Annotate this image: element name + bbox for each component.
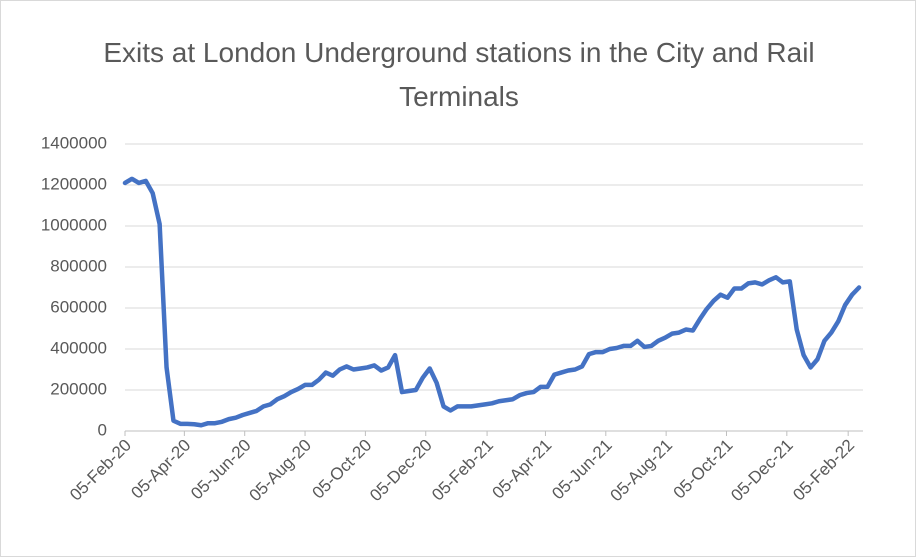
x-tick-label: 05-Feb-21 [428, 436, 497, 505]
x-tick-label: 05-Oct-21 [670, 436, 737, 503]
x-tick-label: 05-Aug-20 [245, 436, 315, 506]
x-tick-label: 05-Jun-21 [548, 436, 616, 504]
x-tick-label: 05-Dec-20 [366, 436, 436, 506]
x-tick-label: 05-Jun-20 [187, 436, 255, 504]
chart-title: Exits at London Underground stations in … [103, 37, 815, 112]
x-tick-label: 05-Aug-21 [607, 436, 677, 506]
series-line [122, 176, 862, 428]
y-tick-label: 1000000 [41, 215, 107, 234]
y-tick-label: 0 [98, 420, 107, 439]
x-tick-label: 05-Oct-20 [309, 436, 376, 503]
x-tick-label: 05-Dec-21 [727, 436, 797, 506]
x-tick-label: 05-Apr-21 [489, 436, 556, 503]
y-tick-label: 600000 [50, 297, 107, 316]
y-tick-label: 800000 [50, 256, 107, 275]
y-tick-label: 1400000 [41, 133, 107, 152]
x-tick-label: 05-Feb-20 [66, 436, 135, 505]
x-tick-label: 05-Apr-20 [127, 436, 194, 503]
x-tick-label: 05-Feb-22 [789, 436, 858, 505]
y-tick-label: 200000 [50, 379, 107, 398]
y-tick-label: 1200000 [41, 174, 107, 193]
y-tick-label: 400000 [50, 338, 107, 357]
